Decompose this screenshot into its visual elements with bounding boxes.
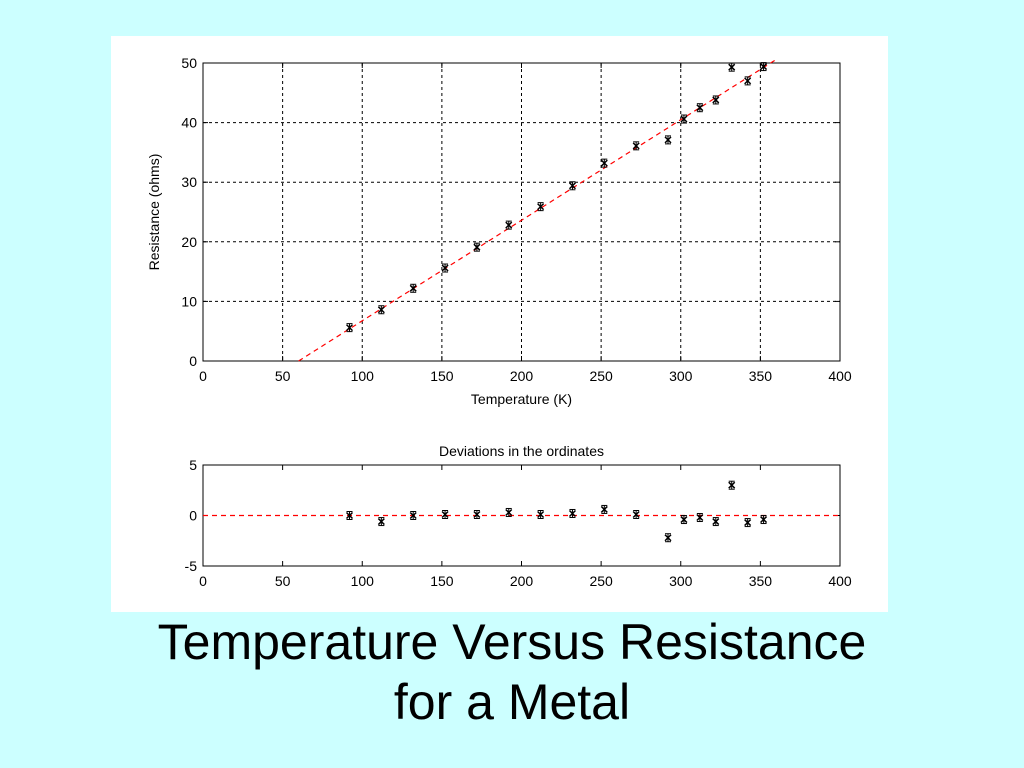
data-point — [345, 511, 354, 520]
data-point — [760, 62, 768, 72]
data-point — [696, 513, 704, 523]
fit-line — [298, 58, 777, 362]
y-tick-label: 10 — [181, 293, 197, 309]
data-point — [505, 220, 513, 230]
data-point — [696, 103, 704, 113]
data-point — [473, 509, 481, 519]
data-point — [409, 283, 417, 293]
y-tick-label: 0 — [189, 508, 197, 524]
slide-title: Temperature Versus Resistance for a Meta… — [0, 612, 1024, 732]
x-axis-label: Temperature (K) — [471, 391, 572, 407]
data-point — [377, 517, 385, 527]
data-point — [537, 509, 545, 519]
y-tick-label: 50 — [181, 55, 197, 71]
data-point — [568, 508, 576, 518]
data-point — [664, 533, 672, 543]
x-tick-label: 50 — [275, 573, 291, 589]
y-tick-label: 40 — [181, 115, 197, 131]
plot-title: Deviations in the ordinates — [439, 443, 604, 459]
main-plot: 0 50 100 150 200 250 300 350 400 0 10 20 30 40 50 Tempe… — [146, 55, 852, 407]
x-tick-label: 0 — [199, 368, 207, 384]
data-point — [505, 507, 513, 517]
data-point — [712, 95, 720, 105]
x-tick-label: 150 — [430, 573, 454, 589]
x-tick-label: 350 — [749, 368, 773, 384]
slide-title-line-2: for a Metal — [393, 674, 631, 730]
x-tick-label: 400 — [828, 368, 852, 384]
x-tick-label: 350 — [749, 573, 773, 589]
data-point — [744, 76, 752, 86]
data-point — [744, 518, 752, 528]
data-point — [680, 515, 688, 525]
x-tick-label: 50 — [275, 368, 291, 384]
data-point — [441, 263, 449, 273]
data-point — [473, 242, 481, 252]
data-point — [600, 158, 608, 168]
data-point — [632, 141, 640, 151]
y-tick-label: 0 — [189, 353, 197, 369]
y-tick-label: 30 — [181, 174, 197, 190]
x-tick-label: 300 — [669, 368, 693, 384]
charts-svg: 0 50 100 150 200 250 300 350 40001020304050Tempe… — [146, 55, 852, 589]
chart-figure: 0 50 100 150 200 250 300 350 400 0 10 20 30 40 50 Tempe… — [111, 36, 888, 612]
x-tick-label: 0 — [199, 573, 207, 589]
x-tick-label: 300 — [669, 573, 693, 589]
data-point — [728, 480, 736, 490]
data-point — [632, 509, 640, 519]
data-point — [345, 323, 354, 333]
data-point — [377, 305, 385, 315]
data-point — [537, 202, 545, 212]
data-point — [568, 181, 576, 191]
y-tick-label: 5 — [189, 457, 197, 473]
x-tick-label: 400 — [828, 573, 852, 589]
x-tick-label: 100 — [351, 368, 375, 384]
slide-title-line-1: Temperature Versus Resistance — [157, 614, 867, 670]
data-point — [728, 62, 736, 72]
x-tick-label: 250 — [589, 573, 613, 589]
data-point — [441, 509, 449, 519]
y-axis-label: Resistance (ohms) — [146, 154, 162, 271]
x-tick-label: 100 — [351, 573, 375, 589]
x-tick-label: 150 — [430, 368, 454, 384]
y-tick-label: 20 — [181, 234, 197, 250]
x-tick-label: 250 — [589, 368, 613, 384]
data-point — [664, 135, 672, 145]
data-point — [600, 504, 608, 514]
x-tick-label: 200 — [510, 368, 534, 384]
data-point — [680, 114, 688, 124]
x-tick-label: 200 — [510, 573, 534, 589]
data-point — [760, 515, 768, 525]
y-tick-label: -5 — [185, 558, 198, 574]
data-point — [409, 511, 417, 520]
data-point — [712, 517, 720, 527]
